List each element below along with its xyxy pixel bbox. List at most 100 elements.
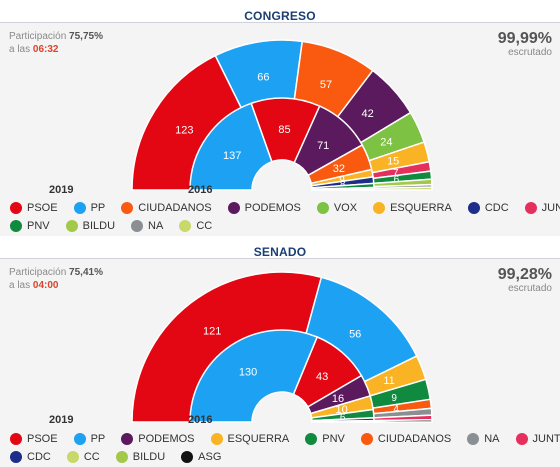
legend-item-psoe[interactable]: PSOE <box>10 202 58 214</box>
legend-color-dot <box>10 220 22 232</box>
legend-label: JUNTS <box>541 202 560 214</box>
legend-item-podemos[interactable]: PODEMOS <box>227 202 301 214</box>
legend-item-pp[interactable]: PP <box>73 202 105 214</box>
legend-item-cdc[interactable]: CDC <box>10 451 51 463</box>
legend-color-dot <box>360 433 373 445</box>
legend-label: CDC <box>484 202 509 214</box>
legend-color-dot <box>515 433 528 445</box>
scrutiny-value: 99,99% <box>497 30 552 47</box>
legend-item-cc[interactable]: CC <box>66 451 100 463</box>
legend-label: PNV <box>27 220 50 232</box>
legend-item-ciudadanos[interactable]: CIUDADANOS <box>121 202 212 214</box>
scrutiny-info: 99,99% escrutado <box>498 30 552 58</box>
time-prefix: a las <box>9 44 31 55</box>
legend-label: PP <box>90 433 106 445</box>
legend-color-dot <box>10 202 22 214</box>
seat-segment-2016-pp[interactable] <box>189 329 319 423</box>
seat-count-label: 6 <box>340 413 346 424</box>
congreso-body: Participación 75,75% a las 06:32 99,99% … <box>0 23 560 236</box>
legend-label: BILDU <box>82 220 116 232</box>
seat-count-label: 16 <box>332 393 344 405</box>
congreso-panel: CONGRESO Participación 75,75% a las 06:3… <box>0 0 560 236</box>
legend-item-na[interactable]: NA <box>131 220 163 232</box>
time-prefix: a las <box>9 280 31 291</box>
scrutiny-label: escrutado <box>508 47 552 58</box>
legend-item-esquerra[interactable]: ESQUERRA <box>210 433 289 445</box>
participation-info: Participación 75,75% a las 06:32 <box>9 30 103 56</box>
scrutiny-value: 99,28% <box>497 266 552 283</box>
legend-label: BILDU <box>132 451 166 463</box>
seat-count-label: 42 <box>361 108 373 120</box>
legend-color-dot <box>467 433 480 445</box>
legend-item-bildu[interactable]: BILDU <box>65 220 116 232</box>
congreso-header: CONGRESO <box>0 0 560 23</box>
time-value: 04:00 <box>32 280 59 291</box>
legend-item-podemos[interactable]: PODEMOS <box>121 433 195 445</box>
legend-label: PODEMOS <box>244 202 301 214</box>
outer-ring-year: 2019 <box>49 184 74 196</box>
seat-count-label: 15 <box>387 156 399 168</box>
legend-label: CC <box>83 451 100 463</box>
seat-segment-2016-pp[interactable] <box>189 102 273 191</box>
scrutiny-label: escrutado <box>508 283 552 294</box>
legend-row: CDC CC BILDU ASG <box>10 448 560 466</box>
seat-count-label: 43 <box>316 371 328 383</box>
header-divider <box>0 258 560 259</box>
legend-item-na[interactable]: NA <box>467 433 500 445</box>
legend-color-dot <box>227 202 240 214</box>
seat-count-label: 57 <box>320 79 332 91</box>
time-value: 06:32 <box>32 44 59 55</box>
legend-item-pnv[interactable]: PNV <box>305 433 345 445</box>
legend-label: JUNTS <box>532 433 560 445</box>
participation-info: Participación 75,41% a las 04:00 <box>9 266 103 292</box>
legend-label: VOX <box>333 202 358 214</box>
legend-item-junts[interactable]: JUNTS <box>524 202 560 214</box>
legend-color-dot <box>121 202 134 214</box>
legend-item-pp[interactable]: PP <box>73 433 106 445</box>
seat-count-label: 130 <box>239 366 257 378</box>
seat-count-label: 56 <box>349 328 361 340</box>
legend-row: PNV BILDU NA CC <box>10 217 560 235</box>
legend-color-dot <box>305 433 318 445</box>
seat-count-label: 24 <box>380 137 392 149</box>
legend-label: ASG <box>198 451 222 463</box>
legend-label: NA <box>484 433 500 445</box>
legend-item-bildu[interactable]: BILDU <box>115 451 166 463</box>
legend-item-cc[interactable]: CC <box>179 220 212 232</box>
legend-item-esquerra[interactable]: ESQUERRA <box>373 202 452 214</box>
legend-label: CDC <box>27 451 51 463</box>
senado-panel: SENADO Participación 75,41% a las 04:00 … <box>0 236 560 467</box>
seat-segment-2016-cc[interactable] <box>311 188 375 191</box>
seat-count-label: 7 <box>393 168 399 179</box>
legend-item-cdc[interactable]: CDC <box>467 202 509 214</box>
inner-ring-year: 2016 <box>188 184 213 196</box>
legend-item-psoe[interactable]: PSOE <box>10 433 58 445</box>
legend-row: PSOE PP CIUDADANOS PODEMOS VOX ESQUERRA CDC JUN… <box>10 199 560 217</box>
legend-item-ciudadanos[interactable]: CIUDADANOS <box>360 433 451 445</box>
senado-hemicycle-chart: 121561194321130431610621 <box>131 271 433 424</box>
seat-count-label: 4 <box>393 404 399 415</box>
seat-segment-2016-cc[interactable] <box>311 419 375 423</box>
seat-count-label: 121 <box>203 326 221 338</box>
congreso-hemicycle-chart: 12366574224157642213785713298521 <box>131 39 433 191</box>
senado-title: SENADO <box>253 245 307 259</box>
seat-count-label: 123 <box>175 124 193 136</box>
legend-label: CC <box>196 220 213 232</box>
legend-label: ESQUERRA <box>390 202 452 214</box>
legend-label: PSOE <box>27 433 58 445</box>
congreso-legend: PSOE PP CIUDADANOS PODEMOS VOX ESQUERRA CDC JUN… <box>10 199 560 235</box>
legend-item-vox[interactable]: VOX <box>316 202 358 214</box>
seat-count-label: 32 <box>333 163 345 175</box>
legend-color-dot <box>73 433 86 445</box>
legend-label: PODEMOS <box>138 433 195 445</box>
legend-color-dot <box>373 202 386 214</box>
legend-item-pnv[interactable]: PNV <box>10 220 50 232</box>
legend-color-dot <box>316 202 329 214</box>
participation-label: Participación <box>9 267 67 278</box>
seat-count-label: 9 <box>339 175 345 186</box>
legend-label: NA <box>148 220 164 232</box>
legend-color-dot <box>467 202 480 214</box>
legend-item-asg[interactable]: ASG <box>181 451 221 463</box>
legend-color-dot <box>524 202 537 214</box>
legend-item-junts[interactable]: JUNTS <box>515 433 560 445</box>
